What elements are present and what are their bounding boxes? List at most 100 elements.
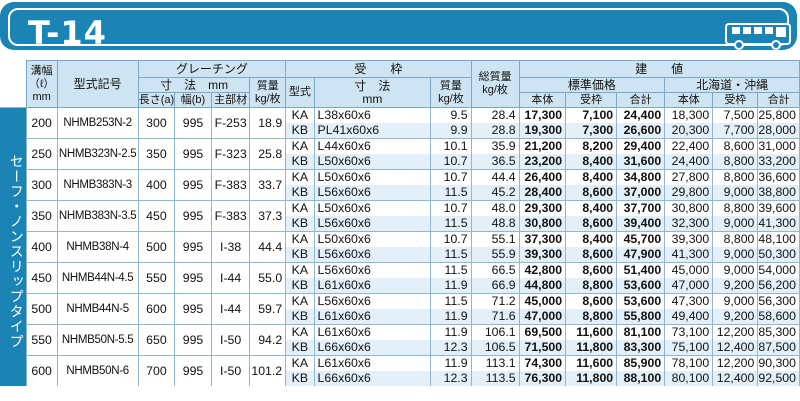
groove-width-cell: 600 (25, 355, 58, 386)
total-weight-cell: 45.2 (470, 185, 520, 201)
material-cell: F-323 (210, 138, 251, 170)
hokkaido-body-cell: 20,300 (664, 123, 714, 139)
frame-weight-cell: 11.9 (430, 278, 472, 294)
hokkaido-body-cell: 18,300 (664, 107, 714, 123)
total-weight-cell: 28.4 (470, 107, 520, 123)
frame-dims-cell: L56x60x6 (313, 216, 432, 232)
standard-frame-header: 受枠 (565, 92, 618, 108)
standard-frame-cell: 7,100 (565, 107, 618, 123)
standard-frame-cell: 8,600 (565, 293, 618, 309)
grating-weight-cell: 101.2 (249, 355, 287, 386)
hokkaido-total-header: 合計 (757, 92, 800, 108)
standard-frame-cell: 11,800 (565, 340, 618, 356)
table-row: KB L56x60x6 11.5 45.2 28,400 8,600 37,000 29,80… (0, 185, 800, 201)
hokkaido-frame-cell: 8,800 (712, 169, 759, 185)
model-cell: NHMB50N-6 (56, 355, 139, 386)
table-row: 250 NHMB323N-2.5 350 995 F-323 25.8 KA L44x60x6… (0, 138, 800, 170)
table-row: KB L61x60x6 11.9 71.6 47,000 8,800 55,800 49,40… (0, 309, 800, 325)
total-weight-cell: 48.8 (470, 216, 520, 232)
standard-body-cell: 29,300 (518, 200, 567, 216)
hokkaido-body-cell: 24,400 (664, 154, 714, 170)
groove-width-cell: 500 (25, 293, 58, 325)
total-weight-cell: 66.5 (470, 262, 520, 278)
frame-weight-cell: 11.9 (430, 324, 472, 340)
model-cell: NHMB50N-5.5 (56, 324, 139, 356)
material-cell: I-50 (210, 324, 251, 356)
frame-dims-cell: L56x60x6 (313, 247, 432, 263)
frame-type-cell: KA (285, 169, 315, 185)
frame-weight-cell: 11.9 (430, 309, 472, 325)
length-cell: 400 (137, 169, 176, 201)
hokkaido-frame-cell: 8,800 (712, 200, 759, 216)
hokkaido-body-cell: 27,800 (664, 169, 714, 185)
frame-dims-cell: L66x60x6 (313, 340, 432, 356)
hokkaido-frame-cell: 9,000 (712, 185, 759, 201)
page-title: T-14 (28, 14, 107, 52)
model-cell: NHMB383N-3.5 (56, 200, 139, 232)
standard-frame-cell: 11,600 (565, 324, 618, 340)
price-table: 溝幅 （ℓ） mm 型式記号 グレーチング 受 枠 総質量 kg/枚 建 値 寸… (0, 60, 800, 386)
hokkaido-total-cell: 87,500 (757, 340, 800, 356)
standard-total-cell: 24,400 (616, 107, 666, 123)
standard-total-cell: 85,900 (616, 355, 666, 371)
frame-type-cell: KA (285, 262, 315, 278)
length-header: 長さ(a) (137, 92, 176, 108)
frame-weight-cell: 10.7 (430, 154, 472, 170)
hokkaido-body-cell: 73,100 (664, 324, 714, 340)
standard-total-cell: 88,100 (616, 371, 666, 386)
frame-type-cell: KB (285, 278, 315, 294)
hokkaido-total-cell: 25,800 (757, 107, 800, 123)
frame-dims-cell: PL41x60x6 (313, 123, 432, 139)
standard-total-cell: 53,600 (616, 278, 666, 294)
grating-weight-cell: 25.8 (249, 138, 287, 170)
grating-weight-cell: 33.7 (249, 169, 287, 201)
hokkaido-total-cell: 56,300 (757, 293, 800, 309)
table-row: KB L61x60x6 11.9 66.9 44,800 8,800 53,600 47,00… (0, 278, 800, 294)
frame-type-cell: KB (285, 185, 315, 201)
frame-type-cell: KB (285, 340, 315, 356)
model-cell: NHMB253N-2 (56, 107, 139, 139)
table-row: 350 NHMB383N-3.5 450 995 F-383 37.3 KA L50x60x6… (0, 200, 800, 232)
hokkaido-total-cell: 56,200 (757, 278, 800, 294)
standard-body-cell: 21,200 (518, 138, 567, 154)
standard-body-cell: 44,800 (518, 278, 567, 294)
standard-total-cell: 55,800 (616, 309, 666, 325)
standard-price-header: 標準価格 (518, 77, 666, 93)
grating-weight-header: 質量 kg/枚 (249, 77, 287, 108)
hokkaido-frame-cell: 7,700 (712, 123, 759, 139)
frame-type-cell: KA (285, 355, 315, 371)
hokkaido-frame-cell: 9,000 (712, 247, 759, 263)
standard-total-cell: 26,600 (616, 123, 666, 139)
frame-weight-cell: 11.5 (430, 185, 472, 201)
hokkaido-frame-cell: 12,200 (712, 355, 759, 371)
standard-total-cell: 29,400 (616, 138, 666, 154)
standard-frame-cell: 11,800 (565, 371, 618, 386)
total-weight-cell: 28.8 (470, 123, 520, 139)
frame-weight-cell: 10.7 (430, 169, 472, 185)
side-label: セーフ・ノンスリップタイプ (0, 107, 27, 386)
length-cell: 500 (137, 231, 176, 263)
hokkaido-frame-cell: 9,000 (712, 293, 759, 309)
bus-icon (725, 23, 791, 50)
standard-body-cell: 19,300 (518, 123, 567, 139)
table-row: 300 NHMB383N-3 400 995 F-383 33.7 KA L50x60x6 10… (0, 169, 800, 201)
total-weight-cell: 48.0 (470, 200, 520, 216)
frame-type-cell: KB (285, 154, 315, 170)
hokkaido-total-cell: 54,000 (757, 262, 800, 278)
standard-frame-cell: 11,600 (565, 355, 618, 371)
width-cell: 995 (174, 262, 212, 294)
width-cell: 995 (174, 200, 212, 232)
hokkaido-body-header: 本体 (664, 92, 714, 108)
model-header: 型式記号 (56, 60, 139, 108)
grating-weight-cell: 18.9 (249, 107, 287, 139)
hokkaido-frame-cell: 8,800 (712, 154, 759, 170)
hokkaido-total-cell: 85,300 (757, 324, 800, 340)
grating-weight-cell: 44.4 (249, 231, 287, 263)
standard-total-cell: 83,300 (616, 340, 666, 356)
standard-total-cell: 37,000 (616, 185, 666, 201)
standard-total-cell: 39,400 (616, 216, 666, 232)
hokkaido-total-cell: 90,300 (757, 355, 800, 371)
groove-width-cell: 350 (25, 200, 58, 232)
hokkaido-frame-cell: 9,200 (712, 278, 759, 294)
table-row: 500 NHMB44N-5 600 995 I-44 59.7 KA L56x60x6 11.5… (0, 293, 800, 325)
